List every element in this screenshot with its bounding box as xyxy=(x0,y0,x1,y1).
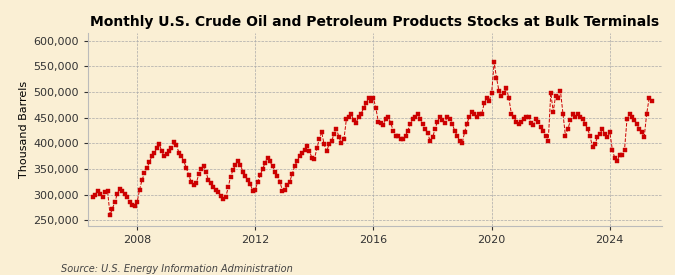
Title: Monthly U.S. Crude Oil and Petroleum Products Stocks at Bulk Terminals: Monthly U.S. Crude Oil and Petroleum Pro… xyxy=(90,15,659,29)
Y-axis label: Thousand Barrels: Thousand Barrels xyxy=(19,81,29,178)
Text: Source: U.S. Energy Information Administration: Source: U.S. Energy Information Administ… xyxy=(61,264,292,274)
